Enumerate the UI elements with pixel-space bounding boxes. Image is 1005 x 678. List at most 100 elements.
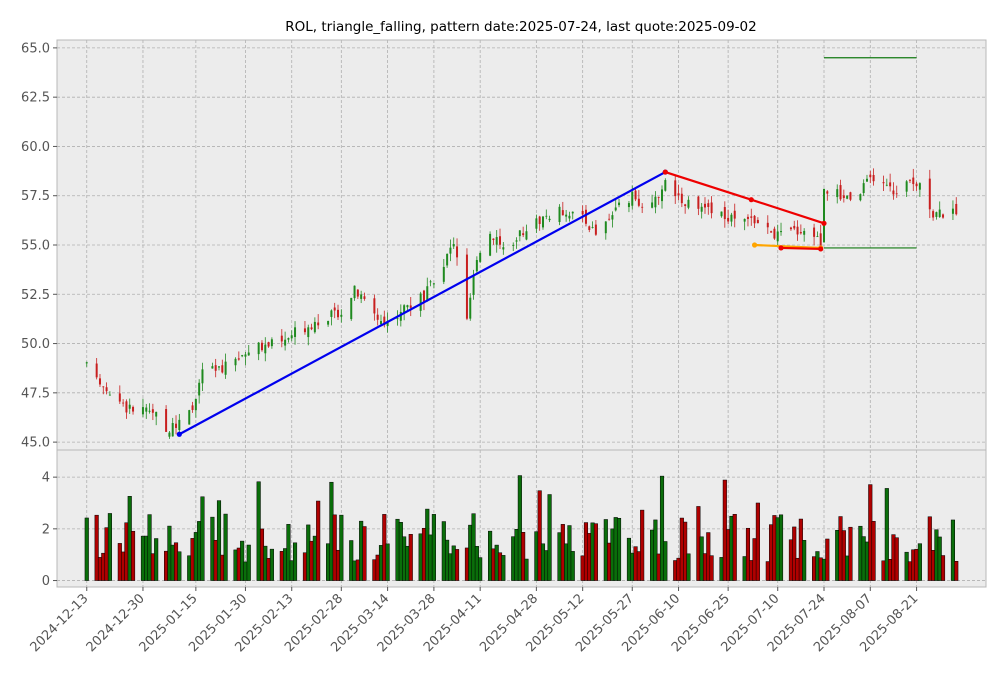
candle-body xyxy=(85,362,88,364)
volume-bar xyxy=(640,509,645,581)
candle-body xyxy=(290,335,293,339)
candle-body xyxy=(247,352,250,356)
candle-body xyxy=(753,215,756,224)
candle-body xyxy=(525,231,528,240)
candle-body xyxy=(128,404,131,409)
candle-body xyxy=(885,184,888,186)
pattern-line-support xyxy=(754,243,821,250)
volume-bar xyxy=(927,516,932,581)
volume-bar xyxy=(841,530,846,581)
candle-body xyxy=(862,183,865,194)
volume-bar xyxy=(825,538,830,581)
candle-body xyxy=(594,224,597,235)
candle-body xyxy=(895,193,898,195)
candle-body xyxy=(221,365,224,373)
price-tick-label: 50.0 xyxy=(21,337,50,352)
candle-body xyxy=(618,202,621,206)
candle-body xyxy=(452,244,455,247)
volume-bar xyxy=(349,540,354,581)
candle-body xyxy=(750,216,753,218)
candle-body xyxy=(376,314,379,320)
candle-body xyxy=(872,174,875,182)
candle-body xyxy=(125,401,128,413)
price-panel xyxy=(57,40,986,450)
candle-body xyxy=(746,216,749,219)
candle-body xyxy=(287,338,290,340)
candle-body xyxy=(224,361,227,375)
candle-body xyxy=(826,191,829,194)
candle-body xyxy=(429,281,432,283)
candle-body xyxy=(756,219,759,224)
candle-body xyxy=(803,230,806,235)
pattern-line-uptrend xyxy=(178,171,666,436)
volume-bar xyxy=(177,551,182,581)
candle-body xyxy=(889,182,892,187)
candle-body xyxy=(561,210,564,216)
candle-body xyxy=(502,247,505,250)
volume-bar xyxy=(778,514,784,581)
volume-bar xyxy=(200,496,205,581)
candle-body xyxy=(538,216,541,224)
candle-body xyxy=(849,192,852,200)
candle-body xyxy=(469,297,472,319)
candle-body xyxy=(171,422,174,437)
candle-body xyxy=(796,226,799,235)
candle-body xyxy=(710,202,713,214)
candle-body xyxy=(270,339,273,347)
volume-bar xyxy=(478,557,483,581)
pattern-point xyxy=(821,220,827,226)
pattern-lines xyxy=(176,57,917,437)
volume-panel-border xyxy=(56,449,987,588)
candle-body xyxy=(799,232,802,234)
candle-body xyxy=(201,369,204,384)
grid xyxy=(57,40,986,587)
volume-bar xyxy=(940,555,946,581)
candle-body xyxy=(584,209,587,224)
pattern-line-support-low xyxy=(780,246,821,251)
candle-body xyxy=(330,310,333,317)
price-tick-label: 45.0 xyxy=(21,436,50,451)
candle-body xyxy=(284,339,287,346)
candle-body xyxy=(604,221,607,234)
pattern-point xyxy=(748,197,754,203)
volume-bar xyxy=(683,521,688,581)
volume-bar xyxy=(332,514,337,581)
volume-tick-label: 0 xyxy=(42,574,50,589)
volume-bar xyxy=(84,517,89,581)
candle-body xyxy=(403,305,406,314)
volume-bar xyxy=(653,519,658,581)
candle-body xyxy=(406,305,409,308)
volume-bar xyxy=(884,488,889,581)
candle-body xyxy=(363,296,366,299)
volume-bar xyxy=(385,543,390,581)
candle-body xyxy=(426,286,429,301)
candle-body xyxy=(928,178,931,210)
candle-body xyxy=(773,228,776,239)
candle-body xyxy=(614,207,617,211)
candle-body xyxy=(108,394,111,396)
candle-body xyxy=(697,196,700,209)
candle-body xyxy=(280,335,283,342)
volume-bar xyxy=(454,549,460,581)
candle-body xyxy=(789,227,792,230)
candle-body xyxy=(327,321,330,325)
candle-body xyxy=(198,382,201,396)
candle-body xyxy=(432,283,435,285)
volume-bars xyxy=(84,475,959,581)
chart-title: ROL, triangle_falling, pattern date:2025… xyxy=(285,19,756,35)
candle-body xyxy=(780,231,783,233)
candle-body xyxy=(836,189,839,198)
candle-body xyxy=(333,307,336,311)
volume-bar xyxy=(292,542,298,581)
candle-body xyxy=(813,227,816,237)
candle-body xyxy=(489,233,492,256)
candle-body xyxy=(823,188,826,243)
candle-body xyxy=(882,182,885,184)
candle-body xyxy=(571,211,574,214)
candle-body xyxy=(674,180,677,197)
volume-bar xyxy=(223,513,228,581)
volume-bar xyxy=(537,490,542,581)
volume-bar xyxy=(659,475,665,581)
volume-bar xyxy=(792,526,797,581)
candle-body xyxy=(565,214,568,217)
